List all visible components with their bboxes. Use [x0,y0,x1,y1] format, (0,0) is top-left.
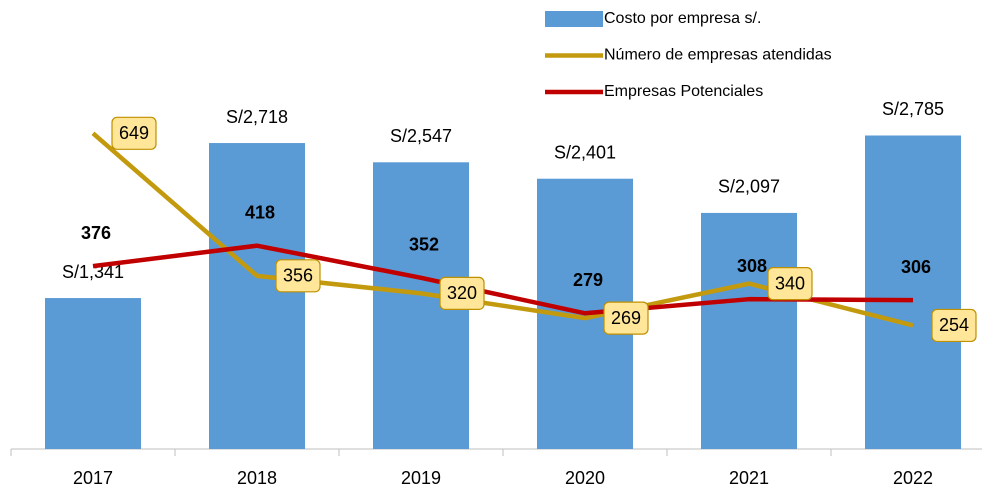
data-label-box [439,276,485,310]
data-label-box [767,267,813,301]
data-label: 320 [447,283,477,303]
data-label: 356 [283,266,313,286]
legend-swatch [545,11,603,27]
x-tick-label: 2021 [729,468,769,488]
bar-value-label: S/2,718 [226,107,288,127]
data-label-box [931,308,977,343]
data-label: 376 [81,223,111,243]
data-label-box [111,116,157,150]
legend-label: Empresas Potenciales [604,83,763,100]
data-label: 340 [775,273,805,293]
bar [701,212,797,449]
x-tick-label: 2020 [565,468,605,488]
data-label: 269 [611,308,641,328]
data-label: 352 [409,235,439,255]
legend-label: Número de empresas atendidas [604,47,832,64]
bar-value-label: S/2,097 [718,177,780,197]
data-label: 649 [119,123,149,143]
bar-value-label: S/2,785 [882,99,944,119]
bar-value-label: S/2,401 [554,142,616,162]
bar-value-label: S/2,547 [390,126,452,146]
data-label: 279 [573,270,603,290]
data-label: 306 [901,257,931,277]
data-label-box [603,301,649,335]
x-tick-label: 2022 [893,468,933,488]
x-tick-label: 2019 [401,468,441,488]
bar [209,143,305,449]
x-tick-label: 2017 [73,468,113,488]
data-label: 308 [737,256,767,276]
data-label-box [275,259,321,293]
bar-value-label: S/1,341 [62,262,124,282]
x-tick-label: 2018 [237,468,277,488]
bar [865,135,961,449]
bar [45,298,141,449]
legend-label: Costo por empresa s/. [604,10,761,27]
data-label: 254 [939,315,969,335]
data-label: 418 [245,202,275,222]
